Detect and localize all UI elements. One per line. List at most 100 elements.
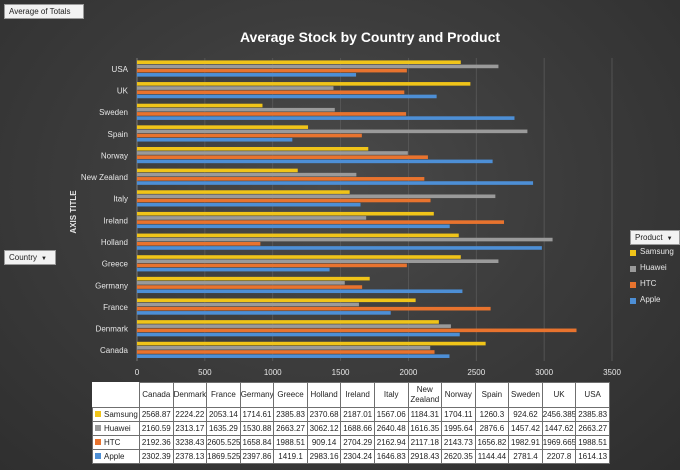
legend-field-button[interactable]: Product ▼ (630, 230, 680, 245)
table-header-cell: Ireland (340, 382, 375, 408)
legend: Samsung Huawei HTC Apple (628, 246, 680, 310)
table-cell: 1869.525 (206, 449, 241, 464)
table-cell: 2568.87 (139, 407, 174, 422)
series-name: Huawei (104, 423, 131, 433)
table-header-cell: New Zealand (407, 382, 443, 408)
table-cell: 1988.51 (575, 435, 610, 450)
table-cell: 2663.27 (575, 421, 610, 436)
legend-swatch (630, 266, 636, 272)
values-field-button[interactable]: Average of Totals (4, 4, 84, 19)
category-label: UK (117, 86, 129, 95)
table-cell: 1616.35 (407, 421, 443, 436)
table-header-cell: Norway (441, 382, 476, 408)
bar (137, 198, 431, 203)
table-cell: 1656.82 (474, 435, 510, 450)
table-cell: 2605.525 (206, 435, 241, 450)
bar-group (137, 60, 577, 358)
table-cell: 1144.44 (474, 449, 510, 464)
table-cell: 2187.01 (340, 407, 375, 422)
table-series-key: Apple (92, 449, 140, 464)
table-cell: 1982.91 (508, 435, 543, 450)
y-axis-title: AXIS TITLE (69, 190, 78, 234)
values-field-label: Average of Totals (9, 7, 71, 16)
table-cell: 1635.29 (206, 421, 241, 436)
category-label: Germany (95, 281, 128, 290)
bar (137, 332, 460, 337)
table-series-key: HTC (92, 435, 140, 450)
bar (137, 354, 450, 358)
bar (137, 289, 463, 294)
series-swatch (95, 439, 101, 446)
bar (137, 224, 450, 229)
bar (137, 112, 407, 116)
bar (137, 60, 461, 65)
legend-label: Apple (640, 295, 661, 304)
table-row: Huawei 2160.59 2313.17 1635.29 1530.88 2663.2… (92, 421, 610, 436)
table-cell: 1419.1 (273, 449, 308, 464)
legend-label: Huawei (640, 263, 667, 272)
bar (137, 125, 309, 129)
legend-item: Huawei (628, 262, 680, 278)
table-cell: 2876.6 (474, 421, 510, 436)
dropdown-arrow-icon: ▼ (41, 256, 47, 262)
bar (137, 172, 357, 177)
table-cell: 2160.59 (139, 421, 174, 436)
bar (137, 194, 496, 199)
bar (137, 68, 407, 73)
table-header-cell: UK (541, 382, 577, 408)
table-cell: 1969.665 (541, 435, 577, 450)
bar (137, 237, 553, 242)
table-header-cell: Italy (373, 382, 409, 408)
bar (137, 267, 330, 272)
bar (137, 168, 298, 173)
category-label: Greece (102, 260, 129, 269)
row-field-button[interactable]: Country ▼ (4, 250, 56, 265)
bar (137, 151, 408, 155)
x-tick-label: 2500 (467, 368, 485, 377)
bar (137, 177, 425, 181)
series-name: Apple (104, 451, 125, 461)
table-header-cell: Holland (306, 382, 342, 408)
bar (137, 345, 431, 350)
bar (137, 263, 407, 268)
table-header-cell: France (206, 382, 241, 408)
bar (137, 116, 515, 120)
series-name: HTC (104, 437, 121, 447)
category-label: Italy (113, 195, 128, 204)
table-series-key: Samsung (92, 407, 140, 422)
legend-label: Samsung (640, 247, 674, 256)
gridlines (136, 58, 613, 361)
table-cell: 2207.8 (541, 449, 577, 464)
bar (137, 64, 499, 69)
table-header-cell: Canada (139, 382, 174, 408)
series-name: Samsung (104, 409, 138, 419)
bar (137, 281, 345, 285)
table-cell: 3062.12 (306, 421, 342, 436)
category-label: USA (112, 65, 129, 74)
table-cell: 2378.13 (172, 449, 208, 464)
table-cell: 1988.51 (273, 435, 308, 450)
series-swatch (95, 411, 101, 418)
bar (137, 107, 335, 112)
table-row: HTC 2192.36 3238.43 2605.525 1658.84 1988.51 9… (92, 435, 610, 450)
bar (137, 302, 359, 307)
legend-item: HTC (628, 278, 680, 294)
table-cell: 909.14 (306, 435, 342, 450)
table-cell: 2704.29 (340, 435, 375, 450)
bar (137, 328, 577, 333)
legend-item: Apple (628, 294, 680, 310)
legend-item: Samsung (628, 246, 680, 262)
bar (137, 103, 263, 108)
table-cell: 2143.73 (441, 435, 476, 450)
category-label: Denmark (96, 325, 129, 334)
table-cell: 924.62 (508, 407, 543, 422)
table-cell: 2302.39 (139, 449, 174, 464)
bar (137, 341, 486, 346)
table-cell: 2620.35 (441, 449, 476, 464)
data-table: Canada Denmark France Germany Greece Holland I… (92, 382, 610, 464)
table-cell: 2313.17 (172, 421, 208, 436)
table-row: Samsung 2568.87 2224.22 2053.14 1714.61 2385.… (92, 407, 610, 422)
table-cell: 1260.3 (474, 407, 510, 422)
table-cell: 1614.13 (575, 449, 610, 464)
